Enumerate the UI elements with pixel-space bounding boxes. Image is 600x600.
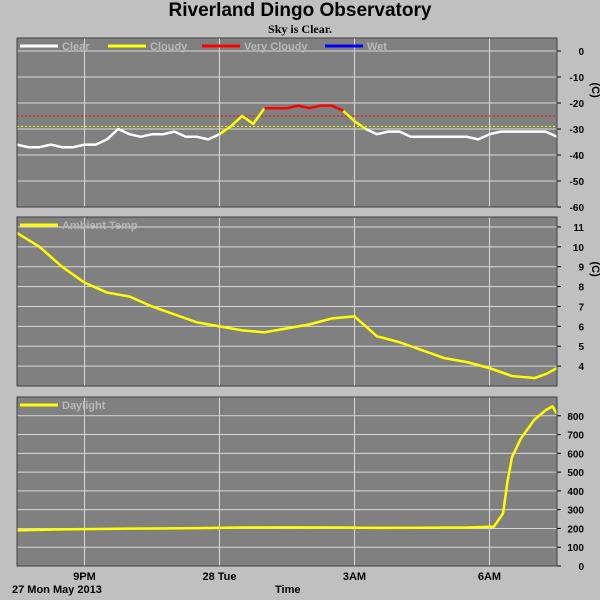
y-tick-label: 300 (567, 506, 584, 517)
y-axis-unit: (C) (589, 262, 600, 278)
y-tick-label: 11 (573, 223, 584, 234)
series-ambient (16, 231, 558, 380)
y-tick-label: 600 (567, 449, 584, 460)
sky-status: Sky is Clear. (268, 22, 332, 36)
series-cloudy (342, 109, 367, 131)
y-tick-label: 4 (578, 362, 584, 373)
x-tick-label: 28 Tue (202, 571, 236, 583)
y-tick-label: 800 (567, 412, 584, 423)
y-tick-label: 100 (567, 543, 584, 554)
y-tick-label: -50 (570, 177, 585, 188)
series-clear (365, 127, 558, 141)
y-tick-label: -60 (570, 203, 585, 214)
plot-frame (16, 37, 558, 208)
y-tick-label: 200 (567, 524, 584, 535)
x-tick-label: 3AM (343, 571, 366, 583)
plot-frame (16, 396, 558, 567)
page-title: Riverland Dingo Observatory (168, 0, 432, 21)
y-tick-label: 6 (578, 322, 584, 333)
y-tick-label: 0 (578, 47, 584, 58)
plot-area-sky (17, 38, 557, 207)
y-tick-label: 400 (567, 487, 584, 498)
y-tick-label: 500 (567, 468, 584, 479)
legend-label: Ambient Temp (62, 220, 138, 232)
y-tick-label: -20 (570, 99, 585, 110)
plot-frame (16, 216, 558, 387)
legend-label: Very Cloudy (244, 41, 308, 53)
y-tick-label: -10 (570, 73, 585, 84)
series-clear (16, 127, 221, 149)
y-tick-label: 8 (578, 283, 584, 294)
plot-area-ambient (17, 217, 557, 386)
y-tick-label: 10 (573, 243, 585, 254)
y-tick-label: 7 (578, 302, 584, 313)
series-very_cloudy (264, 104, 344, 112)
series-daylight (16, 405, 559, 532)
legend-label: Clear (62, 41, 90, 53)
x-tick-label: 9PM (73, 571, 96, 583)
y-tick-label: 700 (567, 431, 584, 442)
y-tick-label: -40 (570, 151, 585, 162)
legend-label: Wet (367, 41, 387, 53)
x-tick-label: 6AM (478, 571, 501, 583)
series-cloudy (218, 107, 266, 136)
y-tick-label: -30 (570, 125, 585, 136)
y-axis-unit: (C) (589, 83, 600, 99)
plot-area-daylight (17, 397, 557, 566)
x-axis-label: Time (275, 584, 301, 596)
y-tick-label: 5 (578, 342, 584, 353)
legend-label: Daylight (62, 400, 106, 412)
legend-label: Cloudy (150, 41, 188, 53)
y-tick-label: 9 (578, 263, 584, 274)
y-tick-label: 0 (578, 562, 584, 573)
date-label: 27 Mon May 2013 (12, 584, 102, 596)
